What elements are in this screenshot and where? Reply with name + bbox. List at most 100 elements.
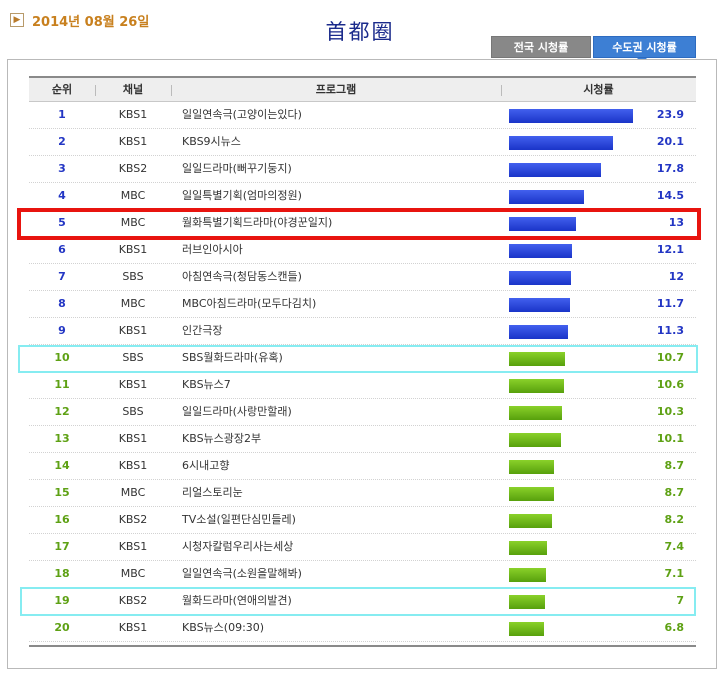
table-row: 20 KBS1 KBS뉴스(09:30) 6.8 (29, 615, 696, 642)
table-header: 순위 채널 프로그램 시청률 (29, 76, 696, 102)
program-cell[interactable]: SBS월화드라마(유혹) (182, 351, 283, 364)
highlight-box-red (17, 208, 701, 240)
tab-national-ratings[interactable]: 전국 시청률 (491, 36, 591, 58)
program-cell[interactable]: 아침연속극(청담동스캔들) (182, 270, 302, 283)
program-cell[interactable]: 월화특별기획드라마(야경꾼일지) (182, 216, 333, 229)
header-divider (95, 85, 96, 96)
rating-bar (509, 541, 547, 555)
program-cell[interactable]: KBS뉴스7 (182, 378, 231, 391)
rating-value: 10.3 (656, 405, 684, 418)
program-cell[interactable]: 일일연속극(소원을말해봐) (182, 567, 302, 580)
program-cell[interactable]: 인간극장 (182, 324, 223, 337)
rating-bar (509, 271, 571, 285)
rating-bar (509, 433, 561, 447)
program-cell[interactable]: 일일연속극(고양이는있다) (182, 108, 302, 121)
rank-cell: 2 (58, 135, 66, 148)
channel-cell: MBC (120, 567, 146, 580)
header-program: 프로그램 (315, 83, 357, 96)
channel-cell: SBS (122, 270, 144, 283)
channel-cell: MBC (120, 486, 146, 499)
channel-cell: KBS1 (118, 378, 148, 391)
rank-cell: 12 (54, 405, 70, 418)
table-body: 1 KBS1 일일연속극(고양이는있다) 23.9 2 KBS1 KBS9시뉴스 20.1 3 K… (29, 102, 696, 642)
rank-cell: 13 (54, 432, 70, 445)
rating-bar (509, 352, 565, 366)
channel-cell: KBS1 (118, 135, 148, 148)
rating-value: 6.8 (664, 621, 685, 634)
rating-value: 7 (676, 594, 684, 607)
rating-value: 8.7 (664, 486, 685, 499)
program-cell[interactable]: KBS뉴스(09:30) (182, 621, 265, 634)
rating-value: 17.8 (656, 162, 684, 175)
rating-value: 23.9 (656, 108, 684, 121)
rating-value: 12.1 (656, 243, 684, 256)
table-row: 13 KBS1 KBS뉴스광장2부 10.1 (29, 426, 696, 453)
rating-bar (509, 163, 601, 177)
channel-cell: KBS2 (118, 162, 148, 175)
table-row: 2 KBS1 KBS9시뉴스 20.1 (29, 129, 696, 156)
channel-cell: KBS1 (118, 432, 148, 445)
broadcast-date: 2014년 08월 26일 (32, 15, 150, 30)
channel-cell: SBS (122, 351, 144, 364)
table-bottom-border (29, 645, 696, 647)
program-cell[interactable]: TV소설(일편단심민들레) (182, 513, 296, 526)
rating-bar (509, 379, 564, 393)
header-divider (501, 85, 502, 96)
rating-bar (509, 190, 584, 204)
rating-bar (509, 460, 554, 474)
rating-value: 10.6 (656, 378, 684, 391)
program-cell[interactable]: KBS9시뉴스 (182, 135, 241, 148)
rank-cell: 17 (54, 540, 70, 553)
table-row: 18 MBC 일일연속극(소원을말해봐) 7.1 (29, 561, 696, 588)
rating-value: 11.7 (656, 297, 684, 310)
table-row: 3 KBS2 일일드라마(뻐꾸기둥지) 17.8 (29, 156, 696, 183)
program-cell[interactable]: 일일특별기획(엄마의정원) (182, 189, 302, 202)
rating-value: 8.2 (664, 513, 685, 526)
rank-cell: 18 (54, 567, 70, 580)
rank-cell: 19 (54, 594, 70, 607)
rank-cell: 1 (58, 108, 66, 121)
rating-bar (509, 622, 544, 636)
rank-cell: 7 (58, 270, 66, 283)
rank-cell: 16 (54, 513, 70, 526)
program-cell[interactable]: 러브인아시아 (182, 243, 243, 256)
channel-cell: KBS1 (118, 243, 148, 256)
channel-cell: KBS1 (118, 324, 148, 337)
rank-cell: 11 (54, 378, 70, 391)
rating-value: 12 (668, 270, 684, 283)
rating-bar (509, 487, 554, 501)
rating-bar (509, 217, 576, 231)
table-row: 15 MBC 리얼스토리눈 8.7 (29, 480, 696, 507)
header-channel: 채널 (122, 83, 144, 96)
channel-cell: KBS1 (118, 540, 148, 553)
program-cell[interactable]: 월화드라마(연애의발견) (182, 594, 292, 607)
rating-value: 11.3 (656, 324, 684, 337)
channel-cell: KBS2 (118, 513, 148, 526)
rating-bar (509, 568, 546, 582)
rank-cell: 3 (58, 162, 66, 175)
channel-cell: KBS1 (118, 108, 148, 121)
channel-cell: MBC (120, 297, 146, 310)
arrow-right-icon: ▶ (10, 13, 24, 27)
highlight-box-cyan (20, 587, 696, 616)
program-cell[interactable]: KBS뉴스광장2부 (182, 432, 262, 445)
program-cell[interactable]: MBC아침드라마(모두다김치) (182, 297, 317, 310)
table-row: 17 KBS1 시청자칼럼우리사는세상 7.4 (29, 534, 696, 561)
program-cell[interactable]: 시청자칼럼우리사는세상 (182, 540, 294, 553)
rating-bar (509, 298, 570, 312)
program-cell[interactable]: 일일드라마(사랑만할래) (182, 405, 292, 418)
table-row: 4 MBC 일일특별기획(엄마의정원) 14.5 (29, 183, 696, 210)
rank-cell: 20 (54, 621, 70, 634)
tab-capital-ratings[interactable]: 수도권 시청률 (593, 36, 696, 58)
table-row: 7 SBS 아침연속극(청담동스캔들) 12 (29, 264, 696, 291)
rating-value: 7.4 (664, 540, 685, 553)
header-divider (171, 85, 172, 96)
program-cell[interactable]: 6시내고향 (182, 459, 230, 472)
table-row: 12 SBS 일일드라마(사랑만할래) 10.3 (29, 399, 696, 426)
program-cell[interactable]: 일일드라마(뻐꾸기둥지) (182, 162, 292, 175)
rating-value: 14.5 (656, 189, 684, 202)
rank-cell: 4 (58, 189, 66, 202)
rating-bar (509, 244, 572, 258)
program-cell[interactable]: 리얼스토리눈 (182, 486, 243, 499)
rating-bar (509, 109, 633, 123)
